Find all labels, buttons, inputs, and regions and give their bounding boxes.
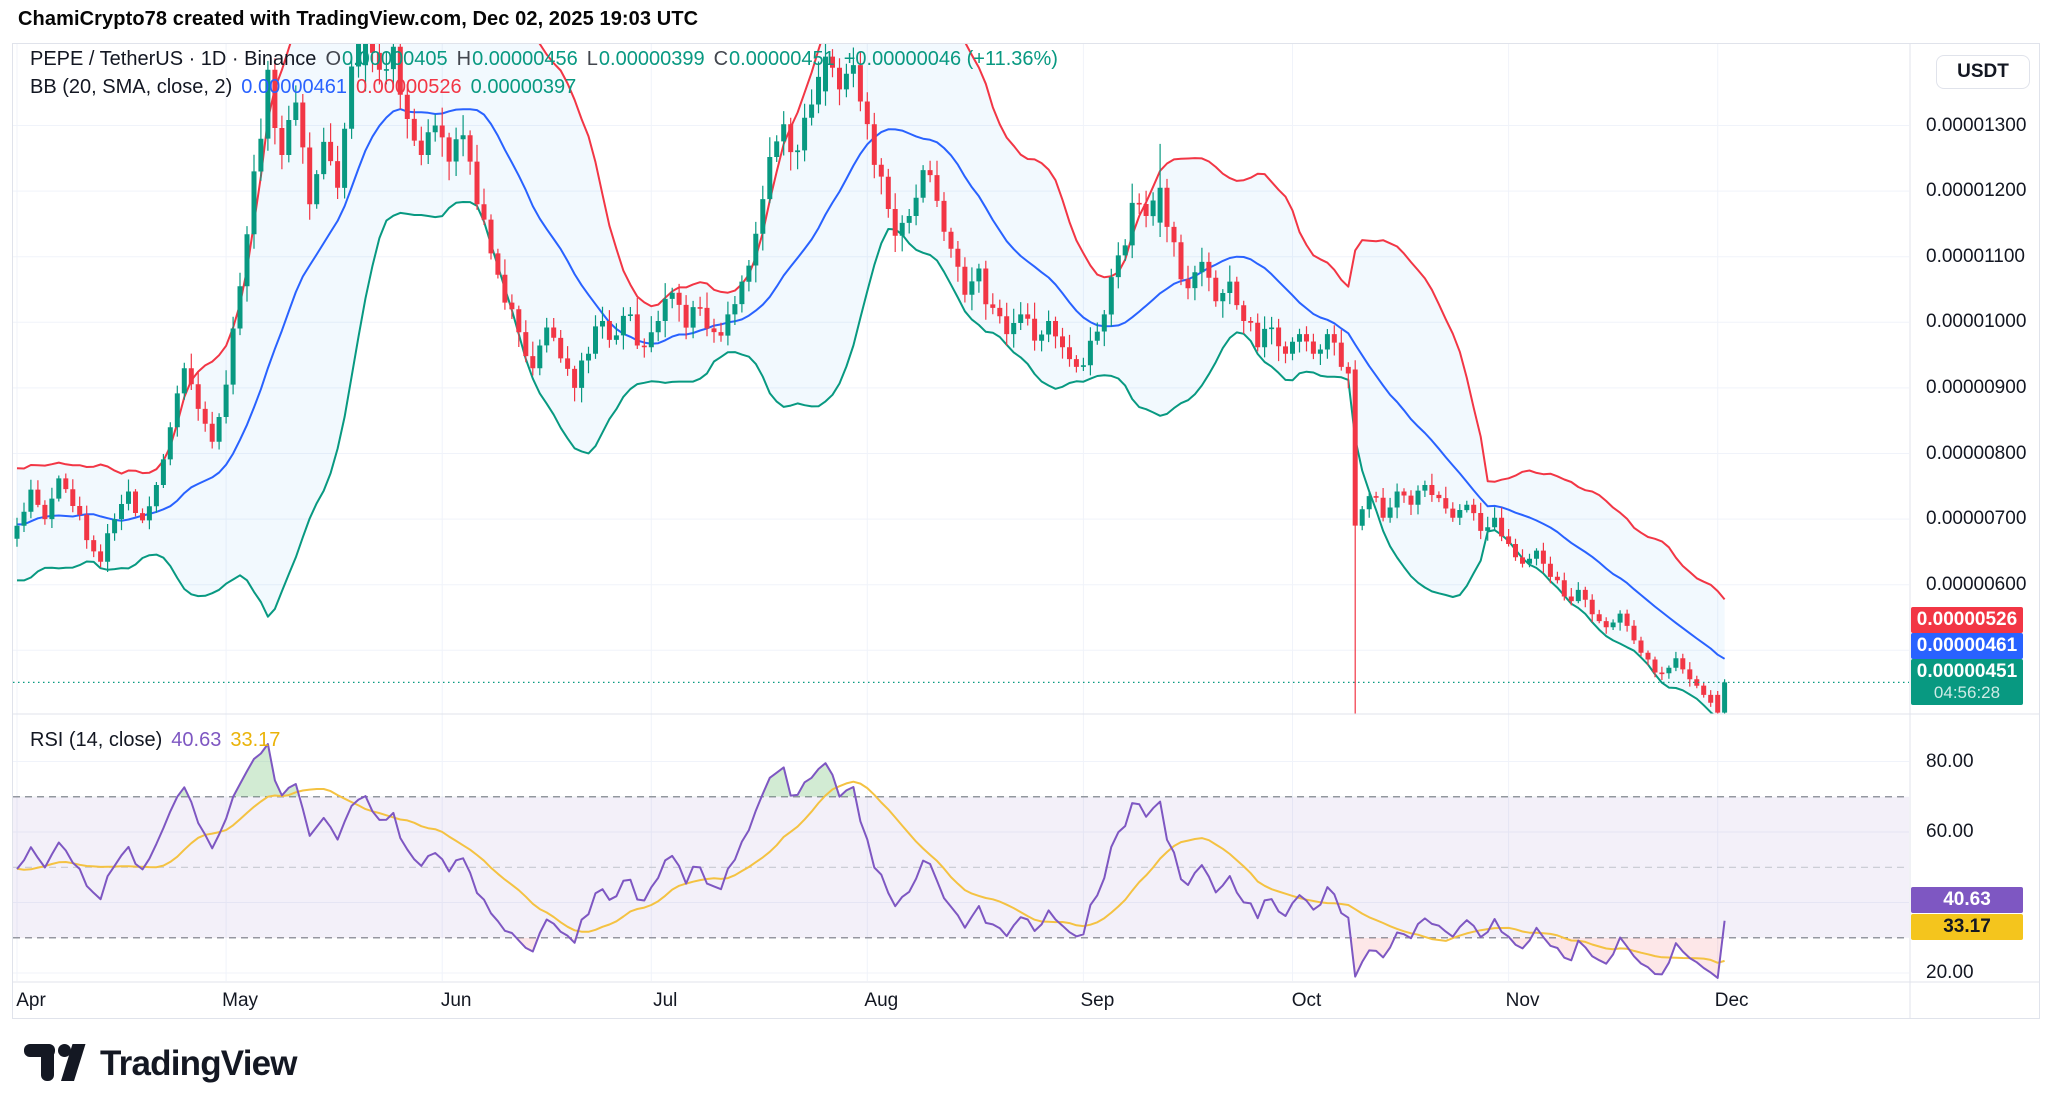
rsi-value: 40.63: [171, 729, 222, 751]
rsi-ma-value-badge: 33.17: [1911, 913, 2023, 940]
attribution-text: ChamiCrypto78 created with TradingView.c…: [18, 8, 699, 30]
bb-lower-value: 0.00000397: [470, 76, 577, 98]
high-value: H0.00000456: [456, 48, 578, 70]
price-tick-label: 0.00000900: [1926, 376, 2027, 398]
time-axis-label: Oct: [1291, 990, 1322, 1011]
change-value: +0.00000046 (+11.36%): [843, 48, 1058, 70]
tradingview-logo-icon: [24, 1044, 86, 1081]
price-tick-label: 0.00000600: [1926, 573, 2027, 595]
last-price-badge: 0.00000451 04:56:28: [1911, 659, 2023, 706]
low-value: L0.00000399: [586, 48, 705, 70]
bb-indicator-legend: BB (20, SMA, close, 2) 0.00000461 0.0000…: [30, 76, 576, 99]
price-tick-label: 0.00001200: [1926, 180, 2027, 202]
symbol-title: PEPE / TetherUS · 1D · Binance: [30, 48, 317, 70]
tradingview-logo[interactable]: TradingView: [24, 1042, 298, 1086]
currency-button[interactable]: USDT: [1936, 55, 2030, 89]
rsi-tick-label: 80.00: [1926, 750, 1974, 772]
time-axis-label: Jul: [653, 990, 678, 1011]
close-value: C0.00000451: [713, 48, 835, 70]
price-tick-label: 0.00001100: [1926, 245, 2025, 267]
bb-basis-value: 0.00000461: [241, 76, 347, 98]
price-tick-label: 0.00000700: [1926, 508, 2027, 530]
time-axis-label: May: [222, 990, 259, 1011]
bb-title: BB (20, SMA, close, 2): [30, 76, 233, 98]
time-axis-label: Sep: [1080, 990, 1115, 1011]
rsi-value-badge: 40.63: [1911, 887, 2023, 914]
bb-upper-value: 0.00000526: [355, 76, 462, 98]
chart-card[interactable]: [12, 43, 2040, 1019]
bb-upper-price-badge: 0.00000526: [1911, 607, 2023, 634]
symbol-legend: PEPE / TetherUS · 1D · Binance O0.000004…: [30, 48, 1058, 71]
rsi-ma-value: 33.17: [230, 729, 281, 751]
time-axis-label: Jun: [440, 990, 472, 1011]
bb-basis-price-badge: 0.00000461: [1911, 633, 2023, 660]
time-axis-label: Nov: [1505, 990, 1540, 1011]
price-tick-label: 0.00000800: [1926, 442, 2027, 464]
bar-countdown: 04:56:28: [1933, 683, 2001, 703]
rsi-indicator-legend: RSI (14, close) 40.63 33.17: [30, 729, 280, 752]
price-tick-label: 0.00001300: [1926, 114, 2027, 136]
rsi-tick-label: 60.00: [1926, 821, 1974, 842]
time-axis-label: Dec: [1714, 990, 1749, 1011]
rsi-tick-label: 20.00: [1926, 962, 1974, 983]
time-axis-label: Apr: [16, 990, 46, 1011]
tradingview-logo-text: TradingView: [100, 1044, 298, 1083]
rsi-title: RSI (14, close): [30, 729, 163, 751]
last-price-value: 0.00000451: [1916, 661, 2018, 683]
price-tick-label: 0.00001000: [1926, 311, 2027, 333]
time-axis-label: Aug: [864, 990, 899, 1011]
open-value: O0.00000405: [325, 48, 448, 70]
